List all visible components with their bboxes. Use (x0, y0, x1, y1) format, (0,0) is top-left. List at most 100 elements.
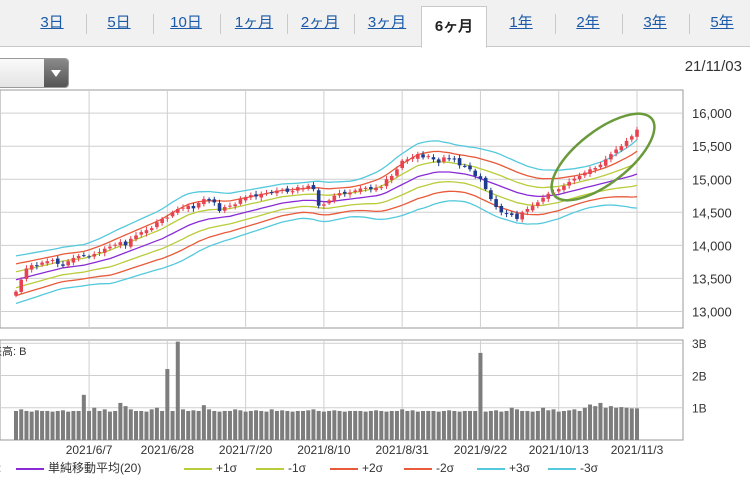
band-minus3-line (15, 200, 638, 305)
tab-2[interactable]: 10日 (170, 14, 202, 31)
candle-body (55, 258, 60, 264)
tab-8[interactable]: 2年 (576, 14, 600, 31)
tab-7[interactable]: 1年 (509, 14, 533, 31)
candle-body (603, 159, 608, 166)
volume-bar (269, 409, 274, 440)
volume-bar (290, 411, 295, 440)
candle-body (431, 157, 436, 160)
volume-bar (624, 407, 629, 440)
volume-bar (441, 410, 446, 440)
candle-body (598, 164, 603, 168)
legend-line-swatch (256, 467, 284, 470)
x-tick-label: 2021/8/31 (375, 443, 429, 457)
band-plus1-line (15, 161, 638, 273)
volume-bar (504, 410, 509, 440)
candle-body (567, 181, 571, 186)
volume-bar (123, 406, 128, 440)
legend-label: +2σ (362, 461, 384, 475)
candle-body (290, 191, 295, 193)
candle-body (468, 165, 472, 170)
tab-separator (220, 14, 221, 34)
volume-bar (149, 409, 154, 440)
volume-bar (14, 410, 18, 440)
candle-body (222, 207, 227, 211)
indicator-dropdown[interactable] (0, 58, 69, 88)
volume-axis-caption: 出来高: B (0, 344, 26, 358)
candle-body (264, 193, 269, 195)
volume-bar (494, 410, 499, 440)
band-plus2-line (15, 150, 638, 265)
volume-bar (358, 410, 363, 440)
volume-tick-label: 3B (692, 337, 707, 351)
candle-body (71, 257, 76, 263)
volume-bar (619, 407, 624, 440)
tab-10[interactable]: 5年 (710, 14, 734, 31)
candle-body (61, 264, 65, 266)
x-tick-label: 2021/11/3 (611, 443, 664, 457)
volume-bar (170, 410, 175, 440)
volume-bar (342, 411, 347, 440)
volume-bar (483, 411, 488, 440)
volume-bar (45, 410, 50, 440)
candle-body (160, 218, 164, 224)
volume-bar (306, 410, 311, 440)
volume-bar (379, 410, 384, 440)
candle-body (452, 158, 457, 160)
volume-bar (175, 341, 180, 440)
volume-bar (462, 410, 467, 440)
tab-0[interactable]: 3日 (40, 14, 64, 31)
volume-bar (154, 407, 159, 440)
candle-body (421, 154, 425, 158)
tab-5[interactable]: 3ヶ月 (367, 14, 407, 31)
tab-1[interactable]: 5日 (107, 14, 131, 31)
volume-bar (530, 411, 535, 440)
candle-body (614, 149, 618, 154)
volume-bar (264, 411, 269, 440)
tab-4[interactable]: 2ヶ月 (300, 14, 340, 31)
candle-body (358, 188, 363, 192)
candle-body (275, 190, 279, 194)
volume-bar (546, 410, 551, 440)
volume-bar (248, 410, 253, 440)
candle-body (14, 291, 18, 296)
volume-bar (405, 410, 410, 440)
tab-separator (353, 14, 355, 34)
volume-bar (165, 369, 170, 440)
volume-bar (588, 404, 593, 440)
volume-bar (603, 407, 608, 440)
tab-6[interactable]: 6ヶ月 (421, 6, 487, 48)
tab-9[interactable]: 3年 (643, 14, 667, 31)
volume-bar (55, 410, 60, 440)
legend-label: +1σ (216, 461, 238, 475)
price-plot-frame (0, 89, 684, 329)
period-tab-bar: 3日 5日 10日 1ヶ月 2ヶ月 3ヶ月 6ヶ月 1年 2年 3年 5年 (0, 0, 750, 48)
volume-tick-label: 1B (692, 402, 707, 416)
volume-bar (478, 352, 483, 440)
candle-body (546, 193, 551, 199)
volume-bar (410, 410, 415, 440)
volume-bar (514, 409, 519, 440)
volume-bar (452, 410, 457, 440)
candle-body (306, 185, 311, 189)
volume-bar (488, 410, 493, 440)
volume-bar (134, 410, 139, 440)
candle-body (66, 261, 70, 266)
candle-body (295, 187, 300, 191)
volume-bar (332, 410, 337, 440)
volume-bar (107, 411, 112, 440)
tab-3[interactable]: 1ヶ月 (234, 14, 274, 31)
price-tick-label: 15,500 (692, 139, 732, 154)
legend-line-swatch (330, 467, 358, 470)
volume-bar (316, 410, 321, 440)
volume-bar (24, 410, 29, 440)
candle-body (97, 251, 102, 253)
band-minus1-line (15, 180, 638, 289)
candle-body (82, 255, 86, 257)
candle-body (327, 200, 331, 204)
dropdown-arrow-icon (44, 59, 68, 87)
volume-bar (280, 410, 285, 440)
volume-bar (431, 410, 436, 440)
candle-body (269, 192, 274, 194)
candle-body (45, 261, 50, 264)
